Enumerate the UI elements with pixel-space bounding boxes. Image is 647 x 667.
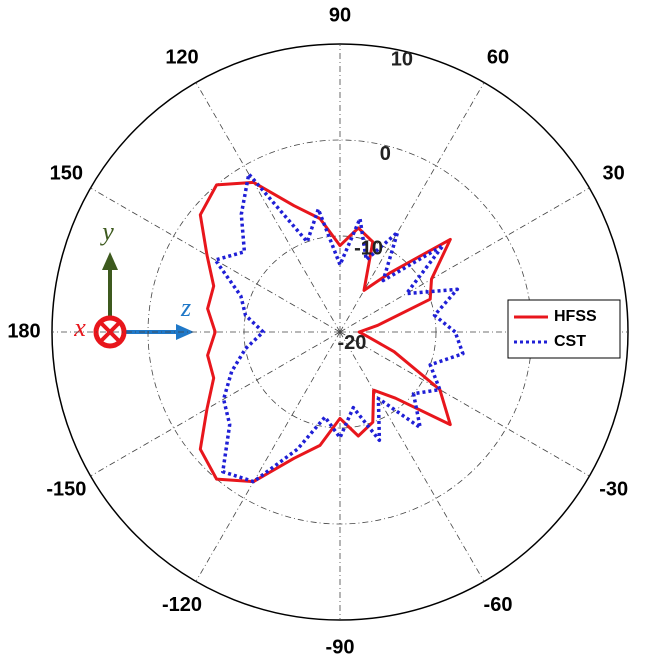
angle-label: 150 [50, 162, 83, 184]
angle-label: 60 [487, 47, 509, 69]
r-tick-label: -10 [354, 238, 383, 260]
spoke [340, 83, 484, 332]
angle-label: -120 [162, 594, 202, 616]
angle-label: -150 [46, 478, 86, 500]
series-line [215, 174, 463, 482]
x-label: x [73, 313, 86, 342]
angle-label: 180 [7, 320, 40, 342]
angle-label: -30 [599, 478, 628, 500]
spoke [196, 83, 340, 332]
r-tick-label: 0 [380, 143, 391, 165]
spoke [196, 332, 340, 581]
z-label: z [180, 293, 191, 322]
y-arrow-head [102, 252, 118, 270]
angle-label: 30 [603, 162, 625, 184]
legend-label: CST [554, 333, 586, 350]
angle-label: -90 [326, 636, 355, 658]
angle-label: 90 [329, 4, 351, 26]
y-label: y [99, 217, 114, 246]
angle-label: -60 [484, 594, 513, 616]
r-tick-label: 10 [391, 48, 413, 70]
angle-label: 120 [165, 47, 198, 69]
r-tick-label: -20 [337, 332, 366, 354]
spoke [340, 332, 484, 581]
legend-label: HFSS [554, 308, 597, 325]
